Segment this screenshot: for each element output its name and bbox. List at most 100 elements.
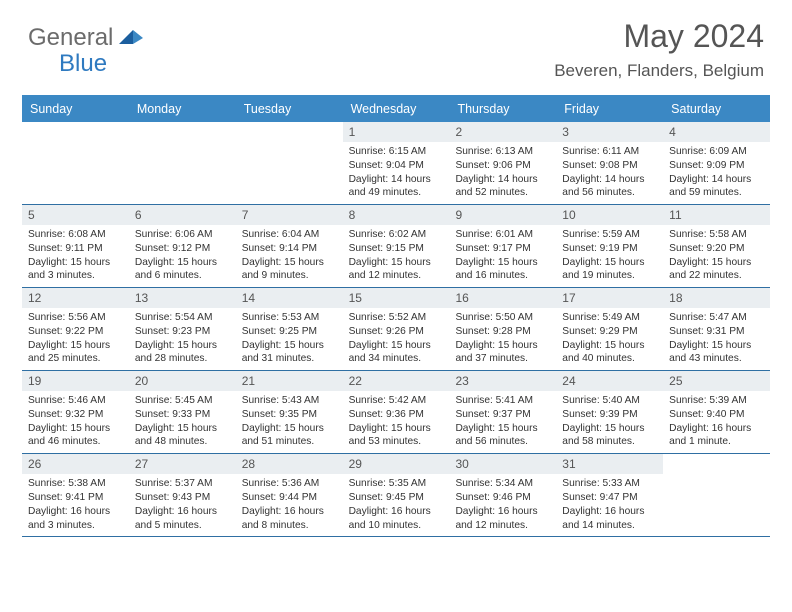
day-cell: 26Sunrise: 5:38 AMSunset: 9:41 PMDayligh… (22, 454, 129, 536)
sunset-text: Sunset: 9:06 PM (455, 159, 550, 173)
sunset-text: Sunset: 9:43 PM (135, 491, 230, 505)
day-details: Sunrise: 5:53 AMSunset: 9:25 PMDaylight:… (236, 308, 343, 370)
sunset-text: Sunset: 9:33 PM (135, 408, 230, 422)
weekday-header: Monday (129, 97, 236, 122)
day-cell: 7Sunrise: 6:04 AMSunset: 9:14 PMDaylight… (236, 205, 343, 287)
sunset-text: Sunset: 9:23 PM (135, 325, 230, 339)
day-details: Sunrise: 5:52 AMSunset: 9:26 PMDaylight:… (343, 308, 450, 370)
day-details: Sunrise: 5:59 AMSunset: 9:19 PMDaylight:… (556, 225, 663, 287)
sunrise-text: Sunrise: 5:34 AM (455, 477, 550, 491)
sunrise-text: Sunrise: 6:13 AM (455, 145, 550, 159)
day-number: 28 (236, 454, 343, 474)
daylight-text: Daylight: 16 hours and 1 minute. (669, 422, 764, 450)
week-row: 5Sunrise: 6:08 AMSunset: 9:11 PMDaylight… (22, 205, 770, 288)
sunrise-text: Sunrise: 6:02 AM (349, 228, 444, 242)
sunrise-text: Sunrise: 6:01 AM (455, 228, 550, 242)
daylight-text: Daylight: 15 hours and 40 minutes. (562, 339, 657, 367)
sunrise-text: Sunrise: 6:15 AM (349, 145, 444, 159)
daylight-text: Daylight: 15 hours and 53 minutes. (349, 422, 444, 450)
weekday-header: Friday (556, 97, 663, 122)
day-details: Sunrise: 5:54 AMSunset: 9:23 PMDaylight:… (129, 308, 236, 370)
day-cell: 8Sunrise: 6:02 AMSunset: 9:15 PMDaylight… (343, 205, 450, 287)
daylight-text: Daylight: 15 hours and 25 minutes. (28, 339, 123, 367)
sunset-text: Sunset: 9:04 PM (349, 159, 444, 173)
daylight-text: Daylight: 15 hours and 6 minutes. (135, 256, 230, 284)
day-details: Sunrise: 6:02 AMSunset: 9:15 PMDaylight:… (343, 225, 450, 287)
day-details: Sunrise: 5:58 AMSunset: 9:20 PMDaylight:… (663, 225, 770, 287)
sunset-text: Sunset: 9:20 PM (669, 242, 764, 256)
day-cell: 4Sunrise: 6:09 AMSunset: 9:09 PMDaylight… (663, 122, 770, 204)
sunset-text: Sunset: 9:26 PM (349, 325, 444, 339)
daylight-text: Daylight: 14 hours and 59 minutes. (669, 173, 764, 201)
page-title: May 2024 (554, 18, 764, 55)
sunrise-text: Sunrise: 5:43 AM (242, 394, 337, 408)
day-details: Sunrise: 6:15 AMSunset: 9:04 PMDaylight:… (343, 142, 450, 204)
day-cell: 21Sunrise: 5:43 AMSunset: 9:35 PMDayligh… (236, 371, 343, 453)
location-label: Beveren, Flanders, Belgium (554, 61, 764, 81)
weekday-header: Wednesday (343, 97, 450, 122)
sunrise-text: Sunrise: 5:40 AM (562, 394, 657, 408)
day-number: 31 (556, 454, 663, 474)
sunrise-text: Sunrise: 5:39 AM (669, 394, 764, 408)
weekday-header: Thursday (449, 97, 556, 122)
daylight-text: Daylight: 16 hours and 8 minutes. (242, 505, 337, 533)
sunset-text: Sunset: 9:47 PM (562, 491, 657, 505)
sunrise-text: Sunrise: 6:04 AM (242, 228, 337, 242)
weeks-container: 1Sunrise: 6:15 AMSunset: 9:04 PMDaylight… (22, 122, 770, 537)
sunset-text: Sunset: 9:32 PM (28, 408, 123, 422)
day-cell: 13Sunrise: 5:54 AMSunset: 9:23 PMDayligh… (129, 288, 236, 370)
daylight-text: Daylight: 15 hours and 12 minutes. (349, 256, 444, 284)
day-number: 1 (343, 122, 450, 142)
day-number: 8 (343, 205, 450, 225)
day-cell: 19Sunrise: 5:46 AMSunset: 9:32 PMDayligh… (22, 371, 129, 453)
sunset-text: Sunset: 9:22 PM (28, 325, 123, 339)
day-details: Sunrise: 5:33 AMSunset: 9:47 PMDaylight:… (556, 474, 663, 536)
sunset-text: Sunset: 9:35 PM (242, 408, 337, 422)
daylight-text: Daylight: 15 hours and 34 minutes. (349, 339, 444, 367)
day-details: Sunrise: 5:47 AMSunset: 9:31 PMDaylight:… (663, 308, 770, 370)
day-number: 20 (129, 371, 236, 391)
sunrise-text: Sunrise: 5:36 AM (242, 477, 337, 491)
day-cell: 16Sunrise: 5:50 AMSunset: 9:28 PMDayligh… (449, 288, 556, 370)
day-number: 18 (663, 288, 770, 308)
sunrise-text: Sunrise: 6:06 AM (135, 228, 230, 242)
day-details: Sunrise: 6:08 AMSunset: 9:11 PMDaylight:… (22, 225, 129, 287)
sunset-text: Sunset: 9:37 PM (455, 408, 550, 422)
day-number: 12 (22, 288, 129, 308)
sunset-text: Sunset: 9:31 PM (669, 325, 764, 339)
day-number: 9 (449, 205, 556, 225)
day-cell: 12Sunrise: 5:56 AMSunset: 9:22 PMDayligh… (22, 288, 129, 370)
logo-mark-icon (119, 26, 145, 51)
day-details: Sunrise: 5:35 AMSunset: 9:45 PMDaylight:… (343, 474, 450, 536)
day-cell (129, 122, 236, 204)
day-details: Sunrise: 5:50 AMSunset: 9:28 PMDaylight:… (449, 308, 556, 370)
sunrise-text: Sunrise: 5:59 AM (562, 228, 657, 242)
day-details: Sunrise: 5:36 AMSunset: 9:44 PMDaylight:… (236, 474, 343, 536)
sunset-text: Sunset: 9:36 PM (349, 408, 444, 422)
day-details: Sunrise: 6:13 AMSunset: 9:06 PMDaylight:… (449, 142, 556, 204)
day-cell: 10Sunrise: 5:59 AMSunset: 9:19 PMDayligh… (556, 205, 663, 287)
sunset-text: Sunset: 9:12 PM (135, 242, 230, 256)
daylight-text: Daylight: 15 hours and 31 minutes. (242, 339, 337, 367)
day-number: 25 (663, 371, 770, 391)
day-cell: 1Sunrise: 6:15 AMSunset: 9:04 PMDaylight… (343, 122, 450, 204)
day-details: Sunrise: 5:49 AMSunset: 9:29 PMDaylight:… (556, 308, 663, 370)
day-details: Sunrise: 5:56 AMSunset: 9:22 PMDaylight:… (22, 308, 129, 370)
sunset-text: Sunset: 9:09 PM (669, 159, 764, 173)
daylight-text: Daylight: 15 hours and 9 minutes. (242, 256, 337, 284)
day-number: 10 (556, 205, 663, 225)
day-number: 17 (556, 288, 663, 308)
sunset-text: Sunset: 9:08 PM (562, 159, 657, 173)
daylight-text: Daylight: 14 hours and 52 minutes. (455, 173, 550, 201)
weekday-header-row: SundayMondayTuesdayWednesdayThursdayFrid… (22, 97, 770, 122)
sunrise-text: Sunrise: 5:50 AM (455, 311, 550, 325)
day-cell: 3Sunrise: 6:11 AMSunset: 9:08 PMDaylight… (556, 122, 663, 204)
day-cell: 24Sunrise: 5:40 AMSunset: 9:39 PMDayligh… (556, 371, 663, 453)
daylight-text: Daylight: 15 hours and 22 minutes. (669, 256, 764, 284)
sunrise-text: Sunrise: 5:37 AM (135, 477, 230, 491)
day-cell: 9Sunrise: 6:01 AMSunset: 9:17 PMDaylight… (449, 205, 556, 287)
sunrise-text: Sunrise: 5:45 AM (135, 394, 230, 408)
sunset-text: Sunset: 9:44 PM (242, 491, 337, 505)
daylight-text: Daylight: 15 hours and 43 minutes. (669, 339, 764, 367)
weekday-header: Saturday (663, 97, 770, 122)
